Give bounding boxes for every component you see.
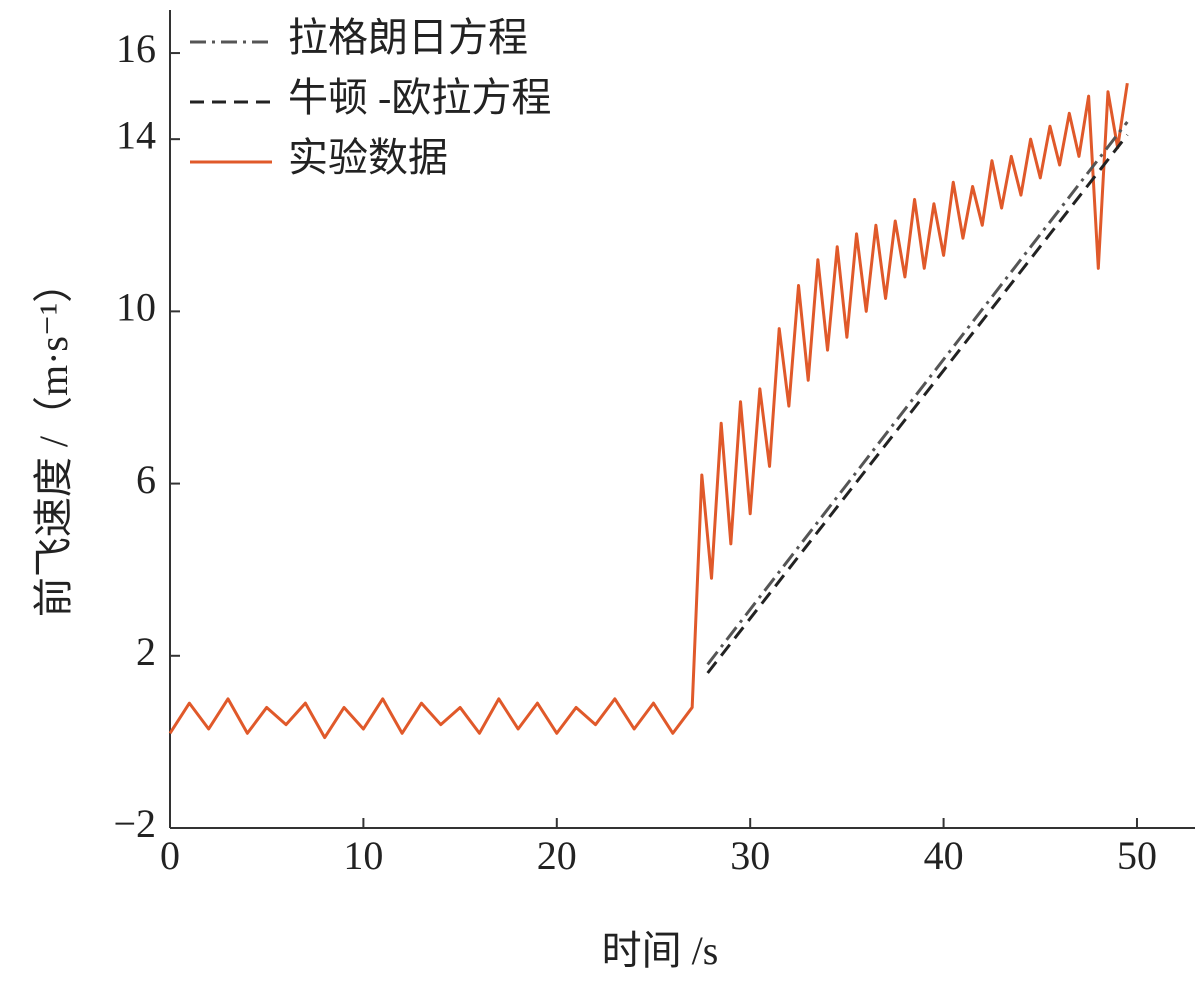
x-axis-label: 时间 /s: [602, 928, 719, 973]
x-tick-label: 20: [537, 833, 577, 878]
y-tick-label: −2: [113, 801, 156, 846]
y-tick-label: 16: [116, 26, 156, 71]
data-line: [706, 133, 1129, 674]
y-axis-label: 前飞速度 /（m·s⁻¹）: [31, 263, 76, 617]
legend-label: 拉格朗日方程: [288, 15, 528, 60]
x-tick-label: 30: [730, 833, 770, 878]
y-tick-label: 2: [136, 629, 156, 674]
y-tick-label: 6: [136, 457, 156, 502]
x-tick-label: 10: [343, 833, 383, 878]
y-tick-label: 10: [116, 285, 156, 330]
legend-label: 实验数据: [288, 135, 448, 180]
x-tick-label: 50: [1117, 833, 1157, 878]
x-tick-label: 40: [924, 833, 964, 878]
y-tick-label: 14: [116, 112, 156, 157]
x-tick-label: 0: [160, 833, 180, 878]
data-line: [168, 82, 1129, 740]
legend-label: 牛顿 -欧拉方程: [288, 75, 551, 120]
data-line: [706, 121, 1129, 666]
